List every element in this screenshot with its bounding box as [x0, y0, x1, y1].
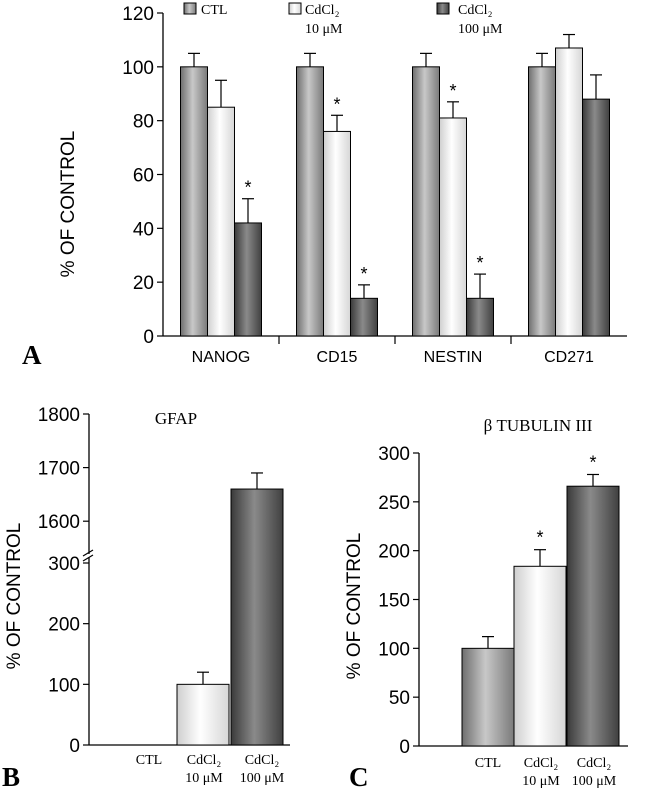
panel-c-chart: 0 50 100 150 200 250 300 * *	[378, 444, 628, 758]
panel-b-xlabel-cd100-line1: CdCl₂	[245, 753, 280, 768]
panel-c-significance-star: *	[536, 528, 543, 548]
panel-a-bar	[323, 130, 351, 337]
panel-b-xlabel-cd10-line2: 10 μM	[185, 771, 223, 786]
panel-c-xlabel-cd100-line2: 100 μM	[572, 774, 617, 789]
legend: CTL CdCl₂ 10 μM CdCl₂ 100 μM	[183, 2, 503, 37]
panel-a-significance-star: *	[333, 94, 340, 114]
panel-b-bar	[230, 488, 284, 746]
panel-c-ytick-label: 150	[378, 591, 410, 612]
panel-a-ytick-label: 120	[122, 4, 154, 25]
panel-b-xlabel-cd10-line1: CdCl₂	[187, 753, 222, 768]
panel-b-xlabel-cd100-line2: 100 μM	[240, 771, 285, 786]
panel-a-ytick-label: 40	[133, 219, 154, 240]
panel-a-significance-star: *	[476, 253, 483, 273]
panel-a-bar	[439, 117, 467, 337]
panel-a-chart: 0 20 40 60 80 100 120 * NANOG * * CD15 * * NESTIN CD271	[122, 4, 627, 366]
panel-a-xtick-label: CD271	[544, 349, 594, 366]
panel-a-ytick-label: 100	[122, 58, 154, 79]
panel-a-bar	[296, 66, 324, 337]
panel-c-ytick-label: 300	[378, 444, 410, 465]
legend-swatch-cd10	[288, 2, 302, 15]
panel-c-bar	[513, 565, 567, 747]
panel-b-chart: 0 100 200 300 1600 1700 1800	[38, 405, 290, 757]
panel-c-xlabel-cd10-line1: CdCl₂	[524, 756, 559, 771]
panel-a-significance-star: *	[449, 81, 456, 101]
panel-a-bar	[582, 98, 610, 337]
panel-a-xtick-label: NANOG	[192, 349, 251, 366]
panel-a-bar	[528, 66, 556, 337]
panel-a-bar	[234, 222, 262, 337]
panel-a-ytick-label: 20	[133, 273, 154, 294]
panel-label-c: C	[349, 762, 369, 792]
panel-b-ytick-label: 200	[48, 615, 80, 636]
panel-a-ytick-label: 60	[133, 166, 154, 187]
panel-b-ylabel: % OF CONTROL	[4, 523, 25, 670]
legend-label-cd100-line2: 100 μM	[458, 22, 503, 37]
panel-a-bar	[207, 106, 235, 337]
panel-a-bar	[466, 297, 494, 337]
panel-a-significance-star: *	[360, 264, 367, 284]
panel-a-ytick-label: 80	[133, 112, 154, 133]
panel-b-ytick-label: 0	[69, 736, 80, 757]
panel-c-bar	[566, 485, 620, 747]
panel-c-ytick-label: 200	[378, 542, 410, 563]
panel-b-ytick-label: 100	[48, 675, 80, 696]
legend-label-cd10-line1: CdCl₂	[305, 3, 340, 18]
legend-label-cd10-line2: 10 μM	[305, 22, 343, 37]
panel-c-ytick-label: 0	[399, 737, 410, 758]
panel-b-xlabel-ctl: CTL	[136, 753, 162, 768]
panel-b-axis-break-mark	[82, 549, 94, 557]
panel-label-b: B	[2, 762, 20, 792]
panel-a-xtick-label: NESTIN	[424, 349, 483, 366]
panel-a-bar	[350, 297, 378, 337]
panel-c-bar	[461, 647, 515, 747]
panel-a-ytick-label: 0	[143, 327, 154, 348]
legend-swatch-cd100	[436, 2, 450, 15]
panel-label-a: A	[22, 340, 42, 370]
panel-b-bar	[176, 683, 230, 746]
panel-b-axis-break-mark	[82, 554, 94, 562]
panel-c-title: β TUBULIN III	[484, 416, 593, 435]
panel-a-bar	[180, 66, 208, 337]
legend-label-ctl: CTL	[201, 3, 227, 18]
panel-a-ylabel: % OF CONTROL	[58, 131, 79, 278]
panel-c-ytick-label: 100	[378, 639, 410, 660]
panel-b-ytick-label: 1600	[38, 512, 80, 533]
legend-label-cd100-line1: CdCl₂	[458, 3, 493, 18]
panel-c-xlabel-ctl: CTL	[475, 756, 501, 771]
panel-b-ytick-label: 300	[48, 554, 80, 575]
panel-c-xlabel-cd10-line2: 10 μM	[522, 774, 560, 789]
panel-a-significance-star: *	[244, 178, 251, 198]
panel-b-ytick-label: 1800	[38, 405, 80, 426]
panel-c-ytick-label: 50	[389, 688, 410, 709]
legend-swatch-ctl	[183, 2, 197, 15]
panel-b-ytick-label: 1700	[38, 459, 80, 480]
panel-a-bar	[555, 47, 583, 337]
panel-c-ylabel: % OF CONTROL	[344, 533, 365, 680]
panel-a-xtick-label: CD15	[317, 349, 358, 366]
panel-a-bar	[412, 66, 440, 337]
panel-c-ytick-label: 250	[378, 493, 410, 514]
panel-c-significance-star: *	[589, 452, 596, 472]
panel-c-xlabel-cd100-line1: CdCl₂	[577, 756, 612, 771]
panel-b-title: GFAP	[155, 409, 197, 428]
